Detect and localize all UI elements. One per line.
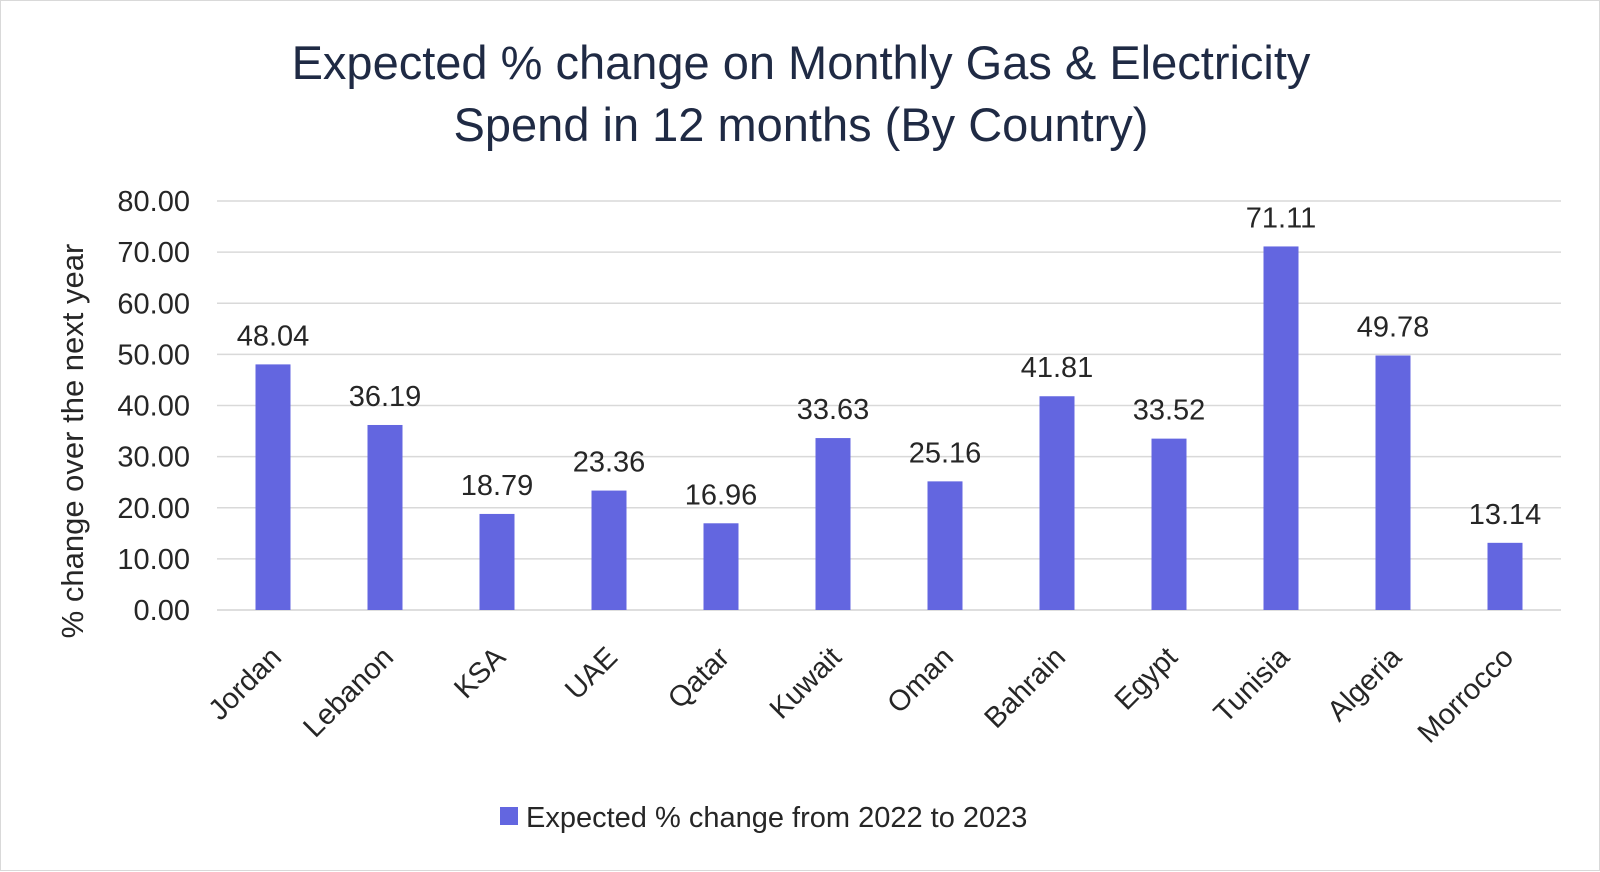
x-category-label: Algeria: [1321, 641, 1408, 728]
data-label: 49.78: [1357, 311, 1430, 343]
bar-lebanon: [367, 424, 403, 610]
x-category-label: Egypt: [1109, 641, 1184, 716]
chart-title-line-2: Spend in 12 months (By Country): [454, 98, 1149, 151]
bar-ksa: [479, 513, 515, 610]
chart-title: Expected % change on Monthly Gas & Elect…: [292, 36, 1311, 151]
bar-kuwait: [815, 438, 851, 610]
x-category-label: KSA: [448, 641, 512, 705]
bar-algeria: [1375, 355, 1411, 610]
x-category-label: Jordan: [203, 641, 288, 726]
data-label: 33.52: [1133, 395, 1206, 427]
bar-egypt: [1151, 438, 1187, 610]
data-label: 23.36: [573, 447, 646, 479]
gridlines: [217, 200, 1561, 611]
y-tick-label: 80.00: [117, 186, 190, 218]
data-label: 48.04: [237, 320, 310, 352]
x-category-label: Morrocco: [1412, 641, 1520, 749]
x-category-label: Oman: [881, 641, 959, 719]
data-label: 36.19: [349, 381, 422, 413]
y-tick-label: 60.00: [117, 288, 190, 320]
data-label: 16.96: [685, 479, 758, 511]
legend-label: Expected % change from 2022 to 2023: [526, 802, 1027, 834]
data-label: 18.79: [461, 470, 534, 502]
y-tick-label: 30.00: [117, 442, 190, 474]
legend: Expected % change from 2022 to 2023: [500, 802, 1027, 834]
bar-jordan: [255, 364, 291, 610]
y-tick-label: 40.00: [117, 391, 190, 423]
x-axis-categories: Jordan Lebanon KSA UAE Qatar Kuwait Oman Bahrai…: [203, 641, 1520, 750]
data-label: 71.11: [1246, 202, 1316, 234]
x-category-label: Qatar: [662, 641, 736, 715]
x-category-label: Lebanon: [297, 641, 399, 743]
chart-title-line-1: Expected % change on Monthly Gas & Elect…: [292, 36, 1311, 89]
bar-qatar: [703, 523, 739, 610]
data-label: 13.14: [1469, 499, 1542, 531]
bar-bahrain: [1039, 396, 1075, 610]
data-label: 25.16: [909, 437, 982, 469]
y-tick-label: 0.00: [134, 595, 190, 627]
y-axis-ticks: 0.00 10.00 20.00 30.00 40.00 50.00 60.00 70.00 8…: [117, 186, 190, 627]
bar-morrocco: [1487, 542, 1523, 610]
x-category-label: Tunisia: [1208, 641, 1297, 730]
y-tick-label: 70.00: [117, 237, 190, 269]
y-tick-label: 10.00: [117, 544, 190, 576]
y-axis-label: % change over the next year: [55, 244, 90, 639]
bar-oman: [927, 481, 963, 610]
bar-tunisia: [1263, 246, 1299, 610]
data-label: 41.81: [1021, 352, 1094, 384]
x-category-label: UAE: [559, 641, 624, 706]
bar-uae: [591, 490, 627, 610]
x-category-label: Bahrain: [979, 641, 1072, 734]
y-tick-label: 20.00: [117, 493, 190, 525]
bars: [255, 246, 1523, 610]
x-category-label: Kuwait: [764, 641, 848, 725]
y-tick-label: 50.00: [117, 339, 190, 371]
data-labels: 48.04 36.19 18.79 23.36 16.96 33.63 25.16 41.81…: [237, 202, 1542, 530]
data-label: 33.63: [797, 394, 870, 426]
legend-swatch: [500, 807, 518, 825]
